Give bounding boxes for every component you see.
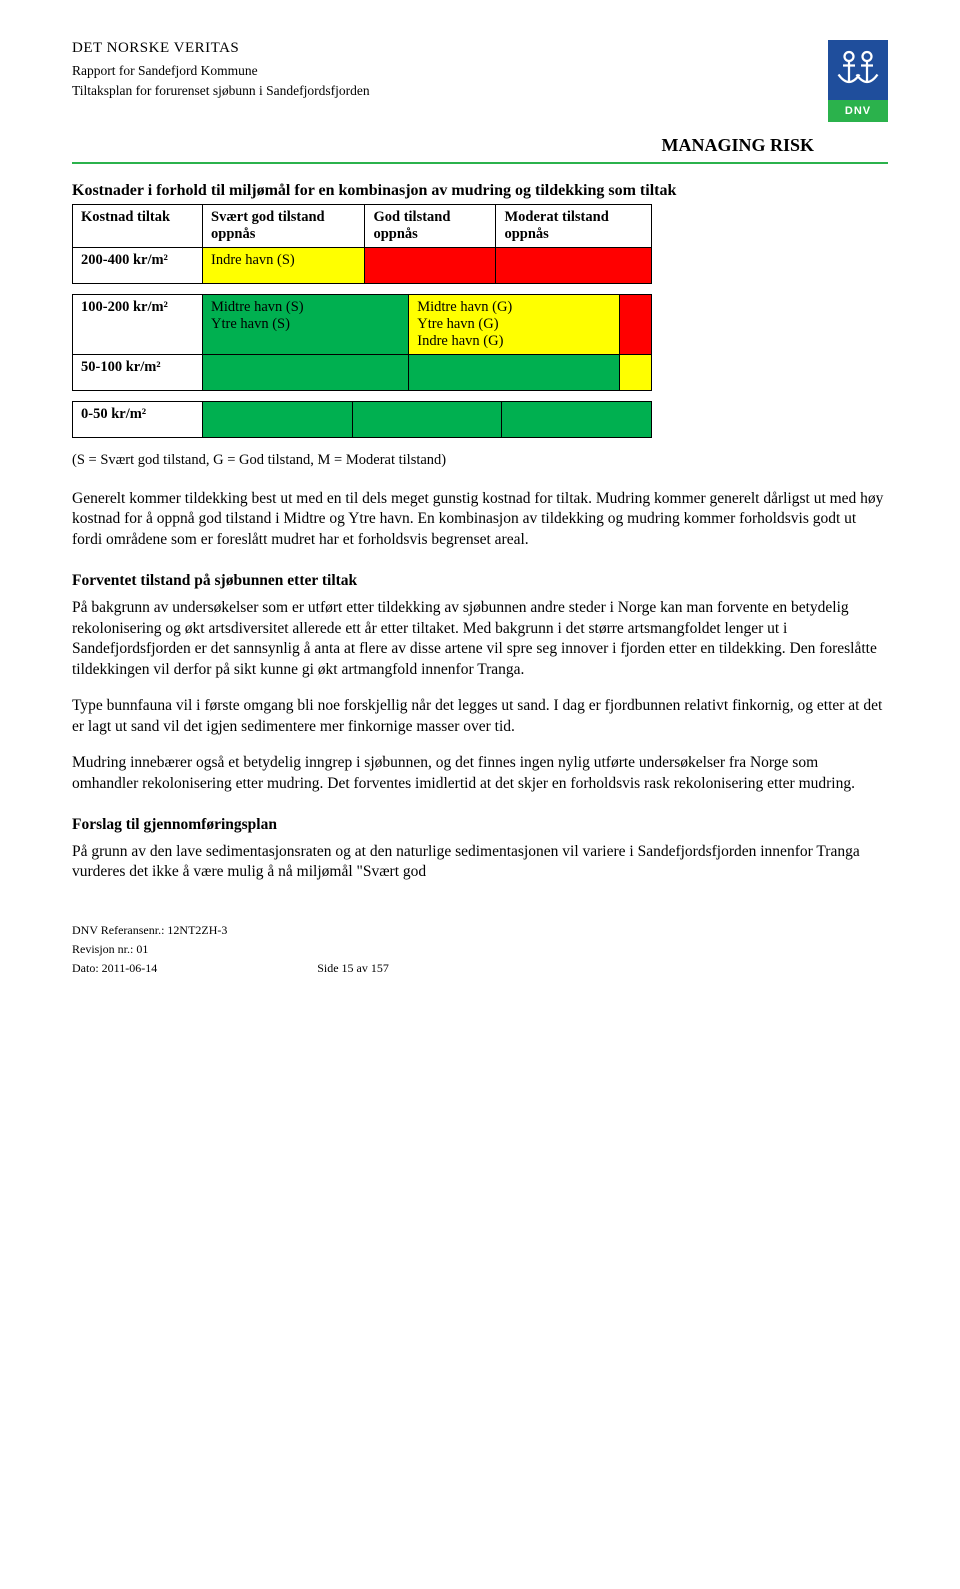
row-label: 100-200 kr/m² [73,295,203,355]
table-row-50-100: 50-100 kr/m² [73,355,652,391]
cost-table-3: 0-50 kr/m² [72,401,652,438]
cost-table-2: 100-200 kr/m² Midtre havn (S) Ytre havn … [72,294,652,391]
subhead-forslag: Forslag til gjennomføringsplan [72,816,888,834]
report-title: Tiltaksplan for forurenset sjøbunn i San… [72,83,818,99]
cost-table-title: Kostnader i forhold til miljømål for en … [72,182,888,200]
body-paragraph: Generelt kommer tildekking best ut med e… [72,489,888,550]
cell-green: Midtre havn (S) Ytre havn (S) [203,295,409,355]
cell-text: Midtre havn (S) [211,299,400,316]
cell-yellow: Midtre havn (G) Ytre havn (G) Indre havn… [409,295,620,355]
cell-text: Ytre havn (S) [211,316,400,333]
cell-green [409,355,620,391]
table-legend: (S = Svært god tilstand, G = God tilstan… [72,452,888,469]
cell-indre-havn-s: Indre havn (S) [203,248,365,284]
table-row-200-400: 200-400 kr/m² Indre havn (S) [73,248,652,284]
cost-table: Kostnad tiltak Svært god tilstand oppnås… [72,204,652,284]
cell-red [365,248,496,284]
table-row-100-200: 100-200 kr/m² Midtre havn (S) Ytre havn … [73,295,652,355]
header-text-block: DET NORSKE VERITAS Rapport for Sandefjor… [72,40,818,156]
header-divider [72,162,888,164]
report-for: Rapport for Sandefjord Kommune [72,63,818,79]
cell-text: Ytre havn (G) [417,316,611,333]
cell-green [203,355,409,391]
anchor-icon [828,40,888,100]
managing-risk-label: MANAGING RISK [72,135,814,156]
table-row-0-50: 0-50 kr/m² [73,402,652,438]
cell-green [203,402,353,438]
row-label: 50-100 kr/m² [73,355,203,391]
body-paragraph: Mudring innebærer også et betydelig inng… [72,753,888,794]
dnv-logo-text: DNV [828,100,888,122]
row-label: 0-50 kr/m² [73,402,203,438]
footer-page: Side 15 av 157 [317,961,389,976]
body-paragraph: På bakgrunn av undersøkelser som er utfø… [72,598,888,680]
cell-green [502,402,652,438]
page-header: DET NORSKE VERITAS Rapport for Sandefjor… [72,40,888,156]
body-paragraph: På grunn av den lave sedimentasjonsraten… [72,842,888,883]
col-header-svaert-god: Svært god tilstand oppnås [203,205,365,248]
body-paragraph: Type bunnfauna vil i første omgang bli n… [72,696,888,737]
cell-text: Midtre havn (G) [417,299,611,316]
footer-rev: Revisjon nr.: 01 [72,942,888,957]
col-header-god: God tilstand oppnås [365,205,496,248]
org-name: DET NORSKE VERITAS [72,40,818,57]
dnv-logo: DNV [828,40,888,122]
cell-red [620,295,652,355]
cell-yellow [620,355,652,391]
table-header-row: Kostnad tiltak Svært god tilstand oppnås… [73,205,652,248]
footer-ref: DNV Referansenr.: 12NT2ZH-3 [72,923,888,938]
subhead-forventet: Forventet tilstand på sjøbunnen etter ti… [72,572,888,590]
page-footer: DNV Referansenr.: 12NT2ZH-3 Revisjon nr.… [72,923,888,976]
cell-red [496,248,652,284]
col-header-moderat: Moderat tilstand oppnås [496,205,652,248]
col-header-cost: Kostnad tiltak [73,205,203,248]
footer-date: Dato: 2011-06-14 [72,961,157,976]
cell-text: Indre havn (G) [417,333,611,350]
cell-green [352,402,502,438]
row-label: 200-400 kr/m² [73,248,203,284]
